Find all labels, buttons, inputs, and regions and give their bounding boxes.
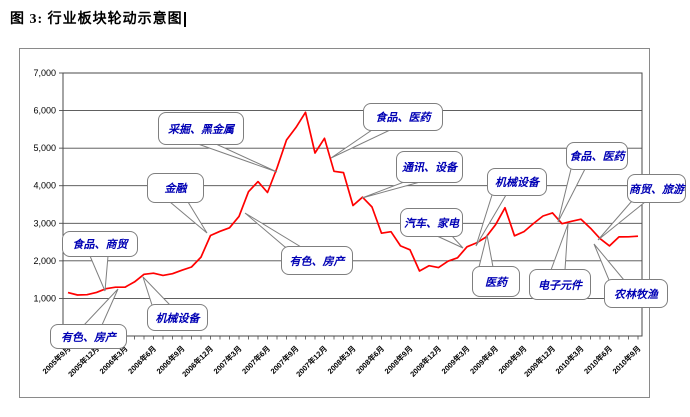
y-tick-label: 5,000 <box>33 143 56 153</box>
callout-label: 金融 <box>164 182 187 195</box>
callout-label: 电子元件 <box>538 278 582 292</box>
x-tick-label: 2009年6月 <box>467 343 499 375</box>
callout-6: 食品、医药 <box>363 103 443 131</box>
x-tick-label: 2006年6月 <box>125 343 157 375</box>
callout-label: 有色、房产 <box>289 254 345 268</box>
callout-label: 医药 <box>485 275 507 289</box>
callout-13: 商贸、旅游 <box>627 174 686 203</box>
y-tick-label: 2,000 <box>33 256 56 266</box>
callout-label: 机械设备 <box>495 176 539 189</box>
callout-10: 医药 <box>472 266 520 297</box>
callout-label: 有色、房产 <box>61 330 116 344</box>
x-tick-label: 2007年6月 <box>239 343 271 375</box>
y-tick-label: 4,000 <box>33 181 56 191</box>
y-tick-label: 7,000 <box>33 68 56 78</box>
callout-label: 采掘、黑金属 <box>168 122 234 136</box>
x-tick-label: 2008年3月 <box>325 343 357 375</box>
x-tick-label: 2010年3月 <box>553 343 585 375</box>
callout-4: 采掘、黑金属 <box>158 112 244 145</box>
callout-label: 通讯、设备 <box>402 161 457 174</box>
callout-3: 金融 <box>147 173 204 203</box>
callout-12: 食品、医药 <box>566 142 628 170</box>
figure-title-text: 图 3: 行业板块轮动示意图 <box>10 12 183 27</box>
callout-2: 机械设备 <box>147 304 208 331</box>
callout-label: 汽车、家电 <box>404 216 459 230</box>
x-tick-label: 2010年9月 <box>610 343 642 375</box>
x-tick-label: 2006年12月 <box>180 343 215 378</box>
x-tick-label: 2009年12月 <box>522 343 557 378</box>
x-tick-label: 2010年6月 <box>581 343 613 375</box>
callout-0: 食品、商贸 <box>62 231 138 257</box>
x-tick-label: 2007年12月 <box>294 343 329 378</box>
callout-7: 通讯、设备 <box>396 151 463 183</box>
callout-1: 有色、房产 <box>50 324 127 349</box>
y-tick-label: 1,000 <box>33 293 56 303</box>
x-tick-label: 2008年6月 <box>353 343 385 375</box>
callout-label: 食品、商贸 <box>72 238 128 251</box>
callout-label: 商贸、旅游 <box>629 182 684 196</box>
callout-label: 食品、医药 <box>375 111 431 124</box>
y-tick-label: 6,000 <box>33 106 56 116</box>
figure-title[interactable]: 图 3: 行业板块轮动示意图 <box>10 8 186 28</box>
series-line <box>67 111 639 296</box>
callout-label: 农林牧渔 <box>614 287 658 301</box>
callout-11: 电子元件 <box>529 269 591 300</box>
callout-5: 有色、房产 <box>281 246 353 275</box>
text-cursor <box>183 12 186 27</box>
callout-8: 汽车、家电 <box>400 208 463 237</box>
callout-label: 机械设备 <box>155 311 200 325</box>
callout-label: 食品、医药 <box>569 150 625 163</box>
x-tick-label: 2007年3月 <box>211 343 243 375</box>
x-tick-label: 2009年3月 <box>439 343 471 375</box>
callout-9: 机械设备 <box>487 168 547 196</box>
y-tick-label: 3,000 <box>33 218 56 228</box>
x-tick-label: 2008年12月 <box>408 343 443 378</box>
callout-14: 农林牧渔 <box>604 279 668 308</box>
